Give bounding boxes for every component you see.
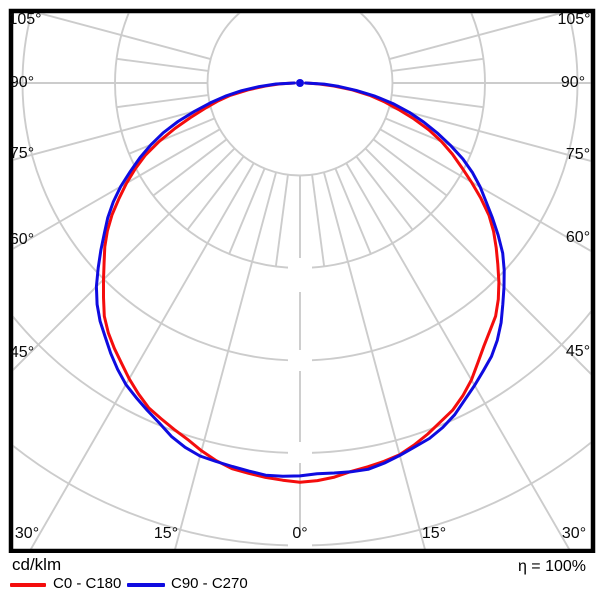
angle-label: 0° bbox=[292, 525, 308, 542]
angle-label: 45° bbox=[9, 344, 35, 361]
legend-label-c90-c270: C90 - C270 bbox=[171, 575, 248, 592]
angle-label: 30° bbox=[14, 525, 40, 542]
origin-dot bbox=[296, 79, 304, 87]
angle-label: 15° bbox=[421, 525, 447, 542]
angle-label: 60° bbox=[565, 229, 591, 246]
angle-label: 90° bbox=[560, 74, 586, 91]
angle-label: 60° bbox=[9, 231, 35, 248]
angle-label: 105° bbox=[557, 11, 591, 28]
angle-label: 90° bbox=[9, 74, 35, 91]
chart-border bbox=[8, 8, 596, 554]
angle-label: 75° bbox=[565, 146, 591, 163]
legend-swatch-c0-c180 bbox=[10, 583, 46, 587]
angle-label: 75° bbox=[9, 145, 35, 162]
curve-c0-c180 bbox=[102, 81, 501, 484]
units-label: cd/klm bbox=[12, 555, 62, 574]
angle-label: 15° bbox=[153, 525, 179, 542]
legend-label-c0-c180: C0 - C180 bbox=[53, 575, 122, 592]
efficiency-label: η = 100% bbox=[517, 558, 586, 575]
legend: cd/klm C0 - C180 C90 - C270 η = 100% bbox=[0, 553, 600, 600]
legend-swatch-c90-c270 bbox=[127, 583, 165, 587]
angle-label: 30° bbox=[561, 525, 587, 542]
angle-label: 105° bbox=[8, 11, 42, 28]
angle-label: 45° bbox=[565, 343, 591, 360]
curve-c90-c270 bbox=[94, 81, 506, 478]
